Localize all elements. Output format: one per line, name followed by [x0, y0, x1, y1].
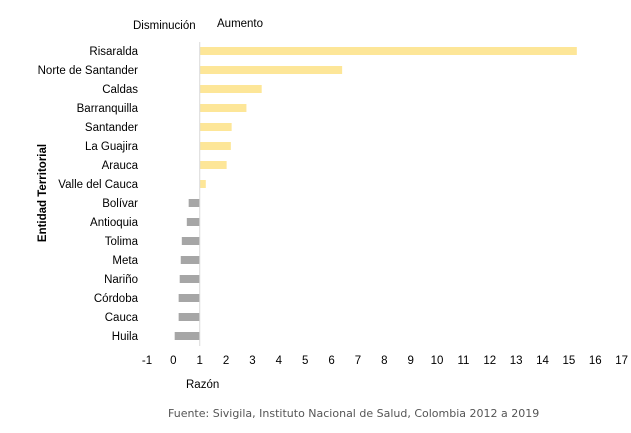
category-label: Bolívar [102, 198, 138, 210]
x-tick-label: 9 [407, 355, 413, 367]
x-tick-label: 12 [483, 355, 496, 367]
x-tick-label: 1 [197, 355, 203, 367]
header-decrease: Disminución [133, 20, 196, 32]
x-tick-label: 8 [381, 355, 387, 367]
bar [199, 142, 231, 150]
y-axis-title: Entidad Territorial [37, 144, 49, 242]
bar [178, 313, 200, 321]
x-tick-label: 14 [536, 355, 549, 367]
bar [188, 199, 200, 207]
x-tick-label: 11 [457, 355, 469, 367]
x-tick-label: -1 [142, 355, 152, 367]
bar [199, 85, 262, 93]
bar [181, 237, 200, 245]
x-tick-label: 13 [510, 355, 523, 367]
x-tick-label: 17 [615, 355, 628, 367]
category-label: Antioquia [90, 217, 139, 229]
category-label: Arauca [102, 160, 139, 172]
bar [199, 161, 227, 169]
x-tick-label: 15 [563, 355, 576, 367]
bar [199, 47, 577, 55]
category-label: Santander [85, 122, 138, 134]
category-label: Valle del Cauca [58, 179, 138, 191]
category-label: Caldas [102, 84, 138, 96]
category-label: Norte de Santander [38, 65, 139, 77]
header-increase: Aumento [217, 18, 263, 30]
x-axis-title: Razón [186, 379, 219, 391]
category-label: La Guajira [85, 141, 139, 153]
category-label: Huila [112, 331, 139, 343]
category-label: Tolima [105, 236, 139, 248]
bar [178, 294, 200, 302]
bar [199, 180, 206, 188]
bar [199, 66, 343, 74]
category-label: Cauca [105, 312, 139, 324]
x-tick-label: 6 [328, 355, 334, 367]
category-label: Risaralda [89, 46, 138, 58]
bar [174, 332, 200, 340]
bar [179, 275, 200, 283]
x-tick-label: 16 [589, 355, 602, 367]
bar [186, 218, 200, 226]
x-tick-label: 0 [170, 355, 176, 367]
source-note: Fuente: Sivigila, Instituto Nacional de … [168, 407, 539, 420]
x-tick-label: 3 [249, 355, 255, 367]
category-label: Barranquilla [77, 103, 139, 115]
bar [180, 256, 200, 264]
x-tick-label: 2 [223, 355, 229, 367]
bar [199, 123, 232, 131]
bar [199, 104, 247, 112]
x-tick-label: 7 [355, 355, 361, 367]
category-label: Meta [112, 255, 138, 267]
category-label: Córdoba [94, 293, 139, 305]
x-tick-label: 4 [276, 355, 283, 367]
x-tick-label: 5 [302, 355, 308, 367]
x-tick-label: 10 [431, 355, 444, 367]
category-label: Nariño [104, 274, 138, 286]
